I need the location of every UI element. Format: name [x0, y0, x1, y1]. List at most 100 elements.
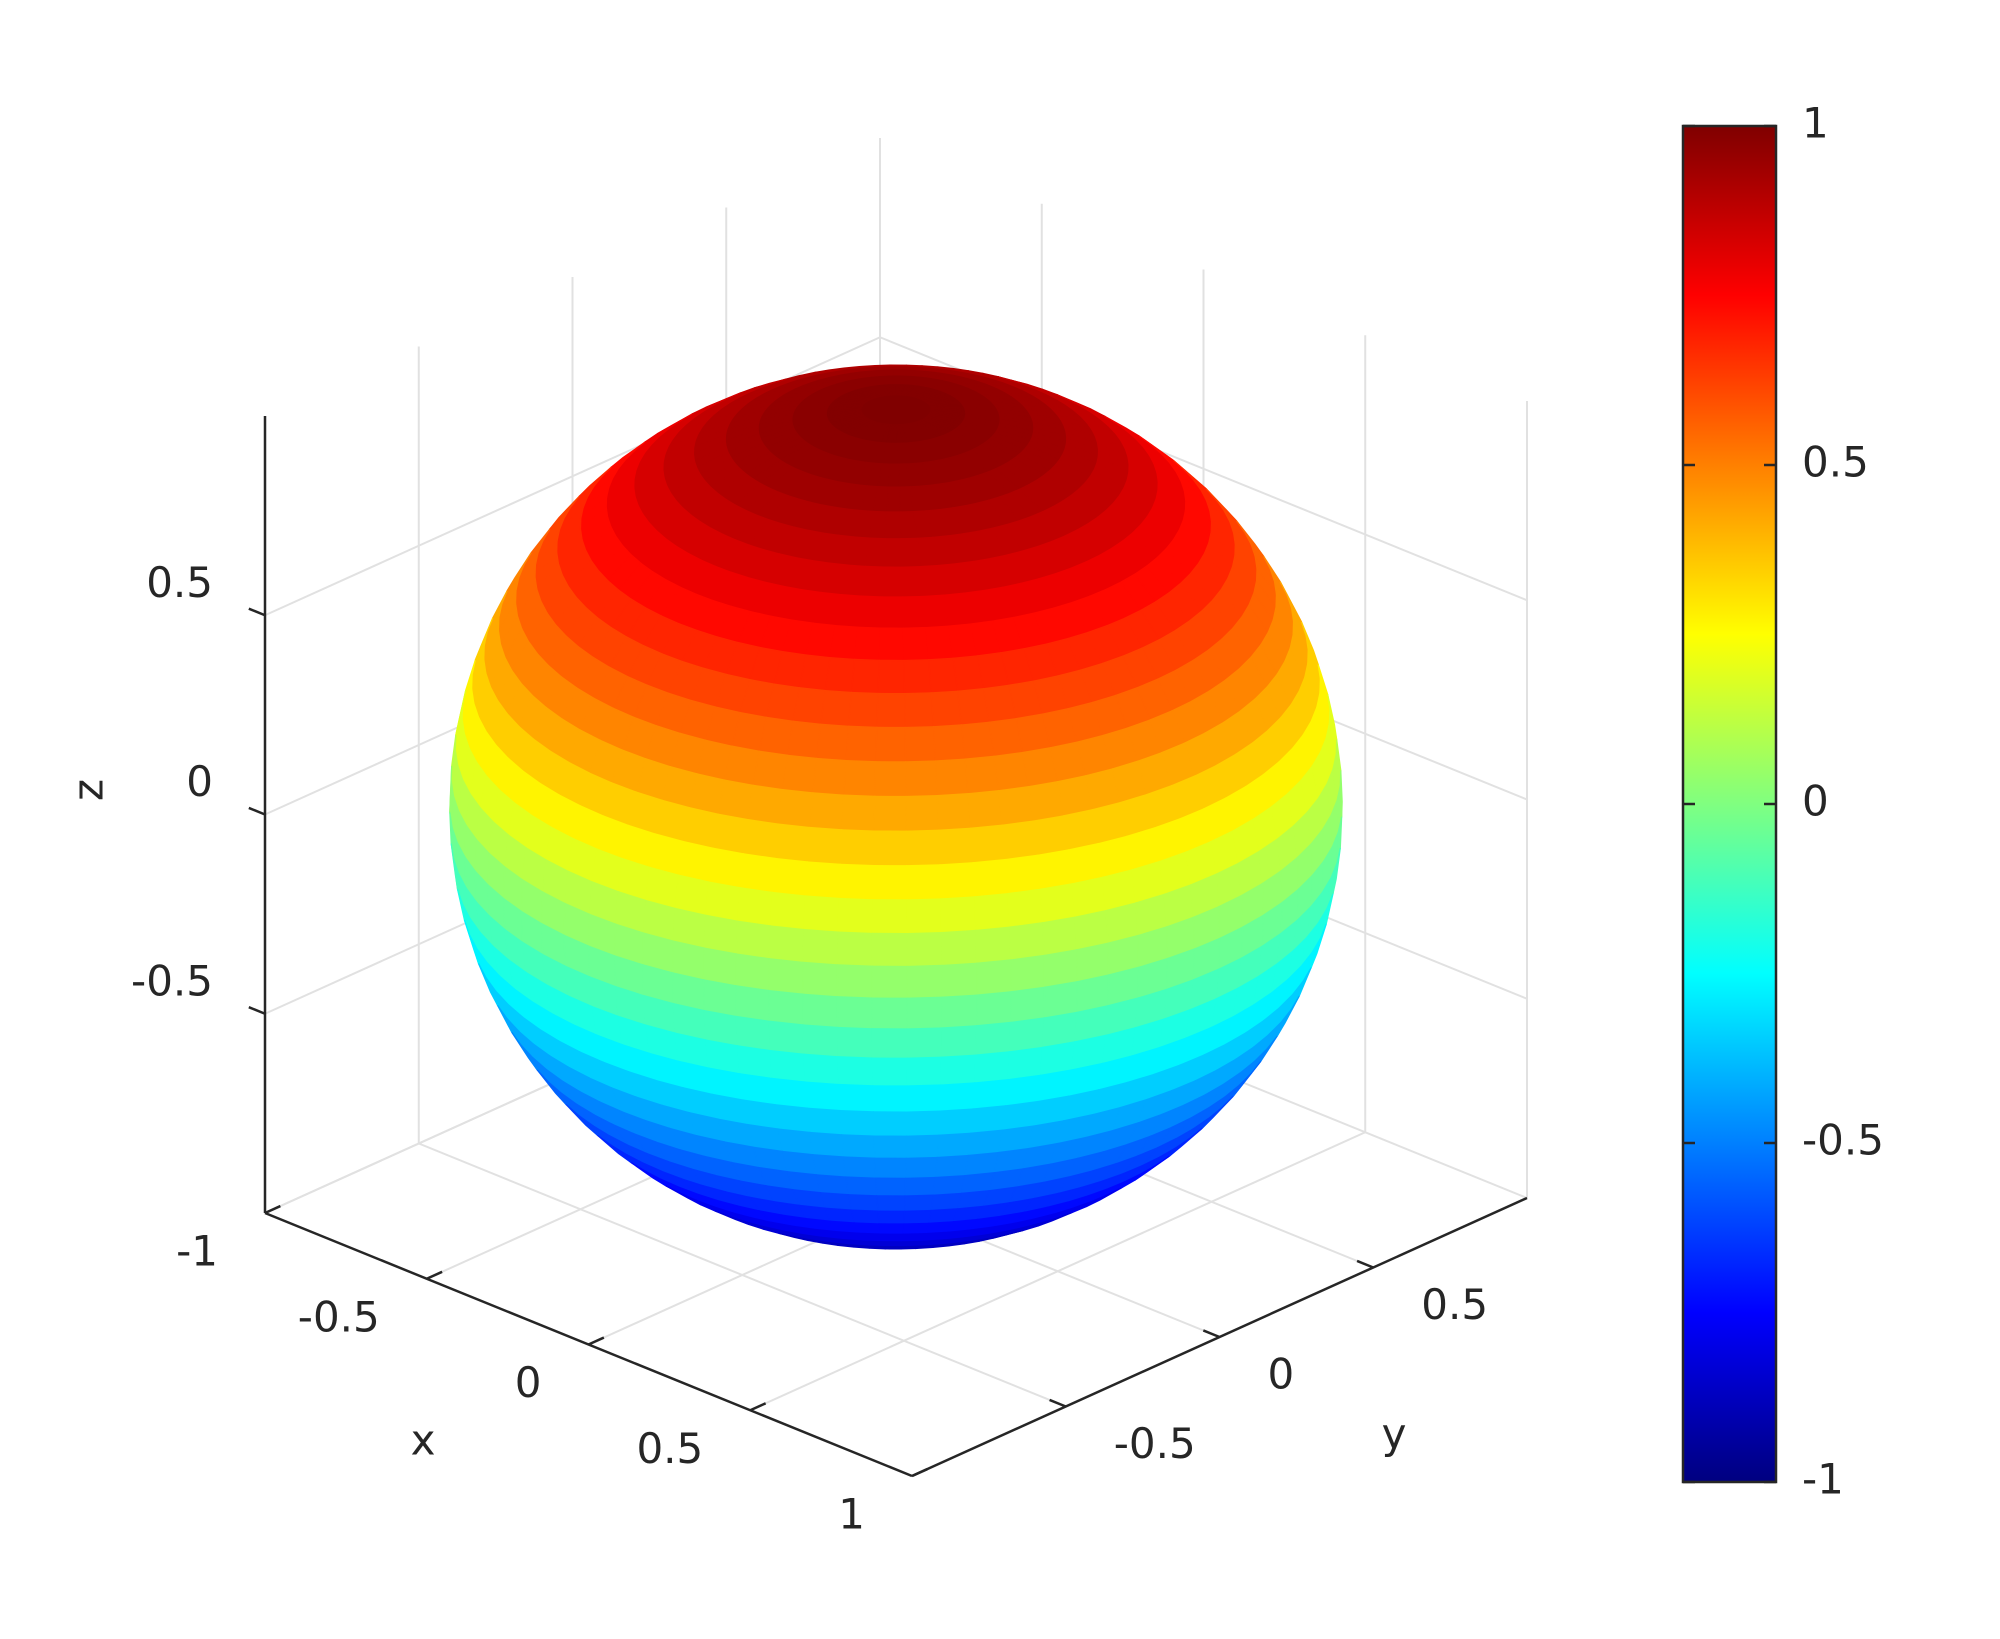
surface-facet: [1279, 581, 1303, 623]
z-tick: [248, 607, 266, 617]
surface-facet: [941, 962, 978, 998]
surface-facet: [735, 953, 770, 992]
surface-facet: [1173, 460, 1207, 490]
colorbar-tick-label: -0.5: [1802, 1116, 1884, 1165]
surface-facet: [771, 1077, 809, 1109]
surface-facet: [1103, 415, 1140, 437]
surface-facet: [941, 1025, 978, 1058]
y-tick-label: 0: [1268, 1350, 1295, 1399]
surface-facet: [850, 658, 880, 695]
x-tick-label: 1: [838, 1490, 865, 1539]
surface-facet: [845, 1176, 878, 1197]
surface-facet: [904, 1176, 937, 1197]
surface-facet: [819, 689, 853, 727]
z-tick: [248, 1006, 266, 1015]
surface-facet: [705, 881, 741, 922]
surface-facet: [974, 892, 1011, 932]
surface-facet: [879, 1233, 905, 1243]
colorbar-tick-label: 0.5: [1802, 438, 1869, 487]
surface-facet: [878, 627, 905, 662]
colorbar: [1681, 124, 1778, 1484]
surface-facet: [1205, 488, 1237, 522]
surface-facet: [882, 538, 903, 568]
surface-facet: [1007, 888, 1044, 928]
surface-facet: [1327, 694, 1338, 740]
surface-facet: [847, 691, 879, 728]
surface-facet: [850, 1209, 880, 1225]
surface-facet: [881, 566, 904, 598]
surface-facet: [802, 993, 839, 1029]
surface-facet: [960, 721, 995, 760]
surface-facet: [853, 626, 882, 661]
surface-facet: [774, 1104, 811, 1134]
z-tick: [248, 806, 266, 816]
surface-facet: [903, 1194, 935, 1212]
y-tick: [1049, 1398, 1067, 1408]
y-tick: [1356, 1259, 1374, 1269]
x-tick: [264, 1204, 281, 1215]
surface-facet: [903, 659, 932, 695]
surface-facet: [930, 690, 963, 728]
colorbar-tick-label: -1: [1802, 1455, 1844, 1504]
surface-facet: [768, 989, 804, 1026]
surface-facet: [940, 896, 977, 934]
x-tick-label: 0: [515, 1358, 542, 1407]
surface-facet: [876, 692, 906, 729]
grid-line: [418, 1142, 1067, 1408]
surface-facet: [1037, 1212, 1072, 1227]
surface-facet: [768, 1020, 805, 1055]
surface-facet: [1043, 980, 1078, 1019]
surface-facet: [976, 991, 1012, 1027]
surface-facet: [997, 786, 1035, 826]
surface-facet: [934, 758, 969, 797]
surface-facet: [1001, 820, 1039, 861]
surface-facet: [1032, 815, 1070, 857]
colorbar-tick-label: 0: [1802, 777, 1829, 826]
surface-facet: [769, 891, 807, 931]
surface-facet: [877, 659, 906, 695]
surface-facet: [872, 864, 908, 901]
surface-facet: [1232, 1060, 1262, 1097]
surface-facet: [905, 794, 940, 832]
surface-facet: [872, 830, 908, 867]
surface-facet: [836, 964, 873, 999]
y-tick: [1202, 1329, 1220, 1339]
surface-facet: [847, 1194, 879, 1212]
surface-facet: [992, 1229, 1024, 1239]
surface-facet: [845, 725, 878, 763]
surface-facet: [906, 964, 943, 999]
surface-facet: [786, 720, 822, 760]
surface-facet: [777, 788, 814, 829]
surface-facet: [1138, 435, 1174, 461]
surface-facet: [742, 818, 780, 860]
surface-facet: [871, 899, 908, 935]
surface-facet: [967, 790, 1004, 829]
surface-facet: [871, 1028, 908, 1059]
surface-facet: [888, 463, 901, 488]
surface-facet: [836, 996, 873, 1030]
surface-facet: [970, 1105, 1007, 1134]
surface-facet: [792, 687, 826, 725]
surface-facet: [804, 861, 841, 900]
surface-facet: [1276, 995, 1300, 1037]
surface-facet: [802, 961, 839, 998]
surface-facet: [809, 792, 845, 831]
z-tick-label: 0.5: [146, 558, 213, 607]
surface-facet: [903, 1209, 932, 1225]
surface-facet: [878, 1223, 905, 1235]
surface-facet: [932, 1174, 966, 1196]
surface-facet: [906, 898, 943, 935]
surface-facet: [901, 1232, 927, 1243]
z-tick-label: -0.5: [131, 956, 213, 1005]
surface-facet: [702, 947, 737, 987]
surface-facet: [997, 376, 1029, 386]
surface-facet: [1168, 1127, 1203, 1157]
x-axis-label: x: [411, 1416, 436, 1465]
surface-facet: [875, 726, 907, 763]
surface-facet: [1007, 1046, 1044, 1081]
surface-facet: [803, 895, 840, 933]
surface-facet: [774, 823, 811, 863]
surface-facet: [769, 1049, 807, 1083]
surface-facet: [768, 958, 804, 995]
surface-facet: [843, 759, 877, 797]
